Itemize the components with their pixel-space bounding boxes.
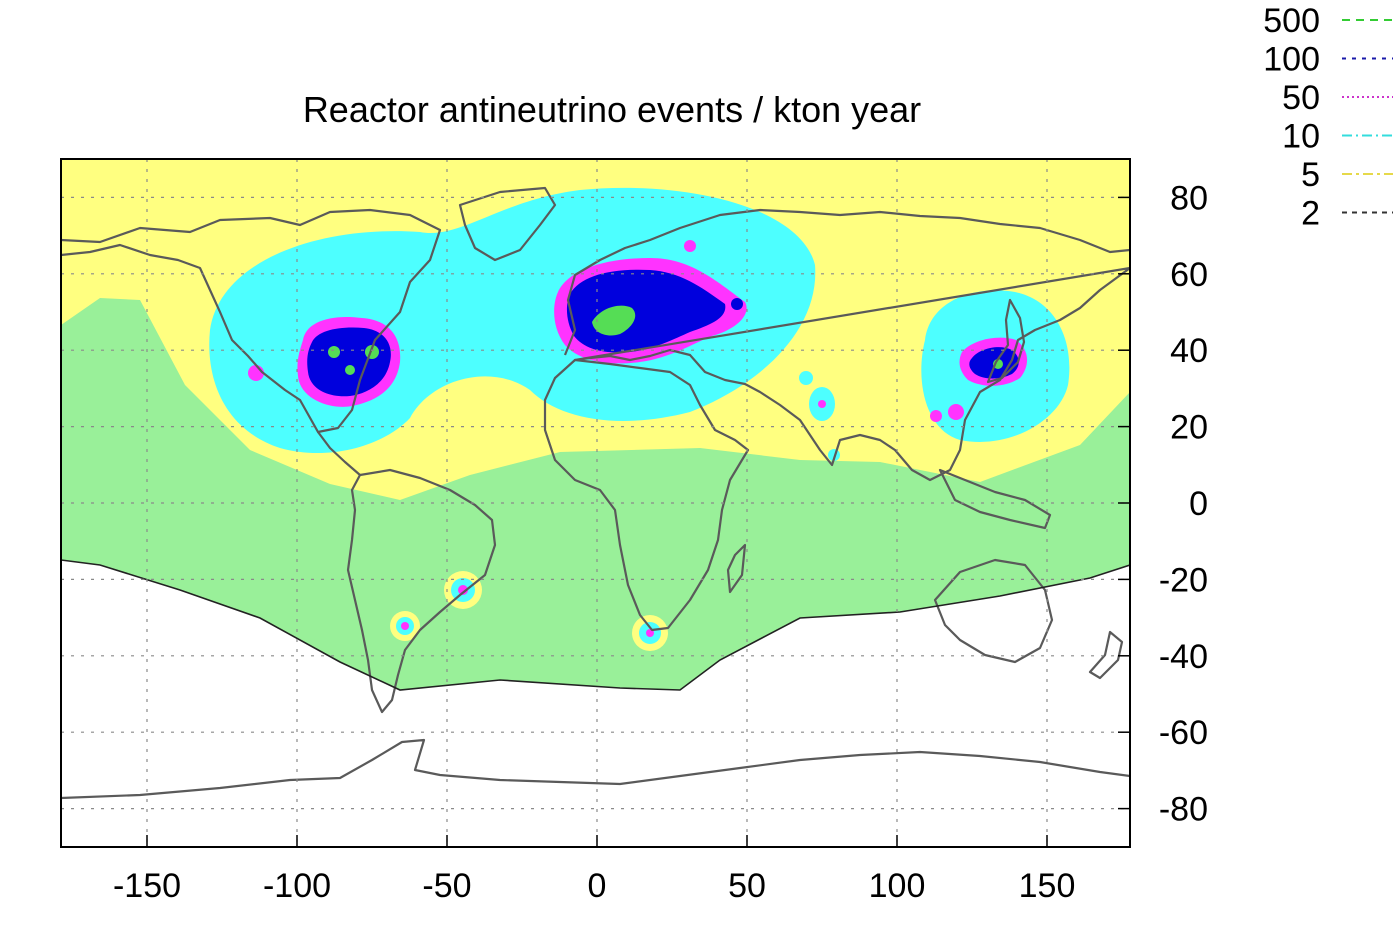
contour-fill-level-500-america-3 — [345, 365, 355, 375]
legend-label-50: 50 — [1282, 79, 1320, 117]
coastline-south-america — [346, 468, 497, 714]
x-tick-label-4: 50 — [728, 867, 766, 905]
coastline-europe-asia — [563, 208, 1130, 482]
y-tick-label-2: 40 — [1170, 332, 1208, 370]
coastline-antarctica — [61, 738, 1130, 800]
coastline-central-america — [317, 431, 361, 476]
coastline-new-zealand — [1088, 630, 1124, 680]
x-tick-label-2: -50 — [422, 867, 471, 905]
y-tick-label-4: 0 — [1189, 485, 1208, 523]
y-tick-label-5: -20 — [1159, 561, 1208, 599]
coastline-north-america — [61, 208, 442, 434]
contour-fill-level-500-europe — [592, 305, 636, 336]
y-axis-ticks: 80 60 40 20 0 -20 -40 -60 -80 — [1118, 179, 1208, 829]
contour-fill-level-100-america — [307, 327, 391, 397]
legend-label-100: 100 — [1263, 41, 1320, 79]
chart-title: Reactor antineutrino events / kton year — [303, 89, 921, 130]
x-tick-label-3: 0 — [588, 867, 607, 905]
coastline-japan — [986, 298, 1026, 384]
hotspot-taiwan — [948, 404, 964, 420]
y-tick-label-6: -40 — [1159, 638, 1208, 676]
legend-label-2: 2 — [1301, 195, 1320, 233]
coastline-madagascar — [726, 543, 747, 594]
hotspot-argentina-core — [401, 622, 409, 630]
contour-line-level-2-south — [61, 559, 1130, 691]
x-axis-ticks: -150 -100 -50 0 50 100 150 — [113, 835, 1075, 905]
legend-label-500: 500 — [1263, 2, 1320, 40]
hotspot-scandinavia — [684, 240, 696, 252]
y-tick-label-8: -80 — [1159, 791, 1208, 829]
coastlines-layer — [61, 186, 1130, 800]
x-tick-label-0: -150 — [113, 867, 181, 905]
hotspot-russia — [731, 298, 743, 310]
y-tick-label-0: 80 — [1170, 179, 1208, 217]
y-tick-label-3: 20 — [1170, 409, 1208, 447]
coastline-greenland — [458, 186, 557, 262]
hotspot-india-core — [818, 400, 826, 408]
coastline-australia — [933, 558, 1054, 664]
coastline-africa — [543, 358, 750, 632]
hotspot-india-2 — [799, 371, 813, 385]
x-tick-label-5: 100 — [869, 867, 926, 905]
hotspot-china-coast — [930, 410, 942, 422]
contour-fill-level-500-america-1 — [328, 346, 340, 358]
legend-label-10: 10 — [1282, 118, 1320, 156]
x-tick-label-6: 150 — [1019, 867, 1076, 905]
legend-label-5: 5 — [1301, 156, 1320, 194]
grid-layer — [61, 159, 1130, 847]
hotspot-brazil-core — [458, 585, 468, 595]
y-tick-label-7: -60 — [1159, 714, 1208, 752]
x-tick-label-1: -100 — [263, 867, 331, 905]
y-tick-label-1: 60 — [1170, 256, 1208, 294]
